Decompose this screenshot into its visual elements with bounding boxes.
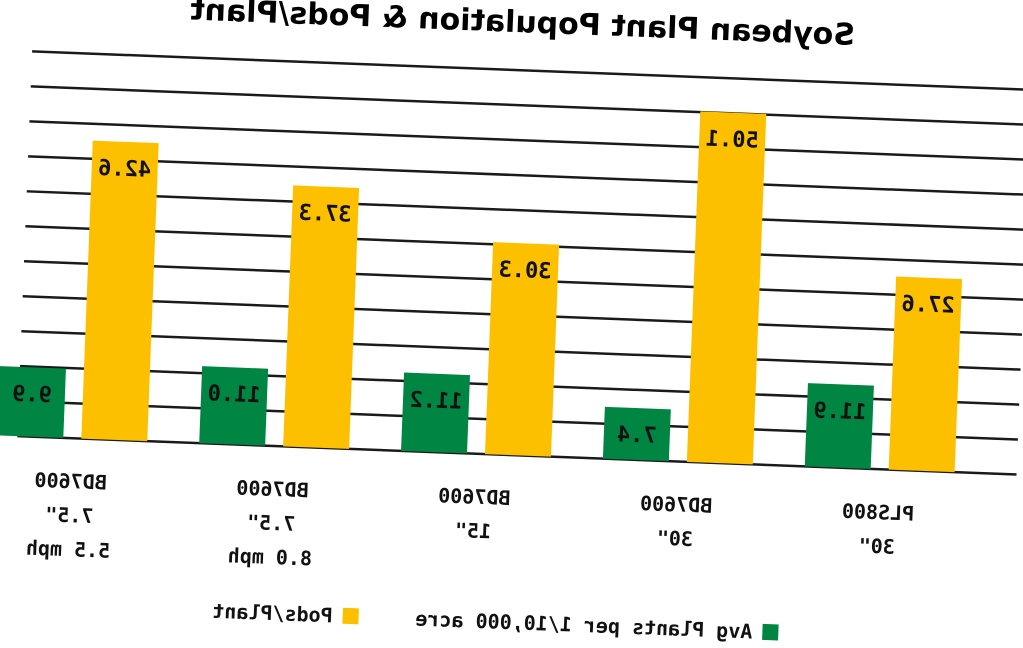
data-label: 37.3 bbox=[298, 201, 352, 228]
gridline bbox=[32, 50, 1023, 92]
bar-pods-per-plant-0 bbox=[888, 276, 963, 473]
data-label: 11.0 bbox=[207, 381, 261, 408]
chart-title: Soybean Plant Population & Pods/Plant bbox=[190, 0, 856, 53]
bar-pods-per-plant-4 bbox=[81, 140, 159, 442]
gridline bbox=[28, 155, 1023, 196]
data-label: 11.9 bbox=[813, 398, 867, 425]
category-label: BD7600 bbox=[640, 491, 713, 518]
data-label: 50.1 bbox=[705, 127, 759, 154]
category-label: 30" bbox=[656, 526, 693, 551]
legend: Avg Plants per 1/10,000 acre Pods/Plant bbox=[212, 599, 779, 644]
bar-pods-per-plant-1 bbox=[686, 111, 767, 465]
bar-avg-plants-3 bbox=[199, 366, 269, 446]
category-label: 15" bbox=[455, 518, 492, 543]
gridline bbox=[26, 190, 1023, 231]
data-label: 42.6 bbox=[98, 156, 152, 183]
bar-avg-plants-0 bbox=[804, 383, 874, 469]
legend-swatch bbox=[762, 623, 779, 641]
category-label: 5.5 mph bbox=[25, 536, 110, 563]
category-label: 8.0 mph bbox=[227, 543, 312, 570]
bar-pods-per-plant-3 bbox=[283, 185, 360, 449]
data-label: 11.2 bbox=[409, 388, 463, 415]
category-label: BD7600 bbox=[236, 476, 309, 503]
data-label: 7.4 bbox=[616, 422, 657, 449]
data-label: 30.3 bbox=[498, 257, 552, 284]
legend-swatch bbox=[342, 607, 359, 625]
bar-pods-per-plant-2 bbox=[484, 242, 560, 457]
bar-avg-plants-1 bbox=[602, 406, 671, 462]
bar-avg-plants-2 bbox=[401, 372, 471, 454]
category-label: BD7600 bbox=[34, 468, 107, 495]
bar-avg-plants-4 bbox=[0, 366, 66, 438]
bar-group: 27.6 11.9 50.1 7.4 30.3 11.2 37.3 11.0 42.6 9.9 bbox=[0, 111, 963, 473]
category-label: PLS800 bbox=[841, 499, 914, 526]
data-label: 27.6 bbox=[901, 292, 955, 319]
category-label: 7.5" bbox=[247, 510, 296, 536]
gridline bbox=[29, 120, 1023, 162]
category-label: 30" bbox=[858, 534, 895, 559]
data-label: 9.9 bbox=[12, 382, 53, 409]
legend-label: Avg Plants per 1/10,000 acre bbox=[415, 607, 753, 644]
category-label: 7.5" bbox=[45, 502, 94, 528]
gridline bbox=[30, 85, 1023, 127]
legend-label: Pods/Plant bbox=[212, 599, 333, 628]
category-label: BD7600 bbox=[438, 483, 511, 510]
category-axis: PLS800 30" BD7600 30" BD7600 15" BD7600 7.5" 8.0… bbox=[25, 468, 914, 571]
